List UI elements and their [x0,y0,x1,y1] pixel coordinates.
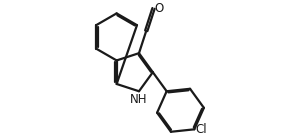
Text: NH: NH [130,93,148,106]
Text: O: O [155,2,164,15]
Text: Cl: Cl [196,123,207,136]
